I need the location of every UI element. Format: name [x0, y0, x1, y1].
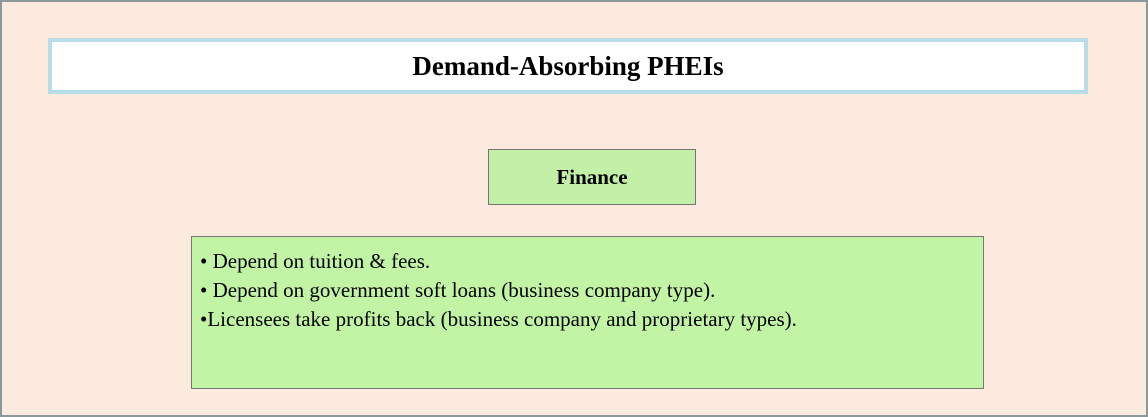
bullet: •Licensees take profits back (business c…	[200, 307, 797, 331]
title: Demand-Absorbing PHEIs	[412, 50, 724, 81]
bullet: • Depend on tuition & fees.	[200, 249, 431, 273]
bullet-box: • Depend on tuition & fees. • Depend on …	[191, 236, 984, 389]
section-box: Finance	[488, 149, 696, 205]
title-box: Demand-Absorbing PHEIs	[48, 38, 1088, 94]
section-title: Finance	[556, 164, 628, 189]
bullet: • Depend on government soft loans (busin…	[200, 278, 716, 302]
